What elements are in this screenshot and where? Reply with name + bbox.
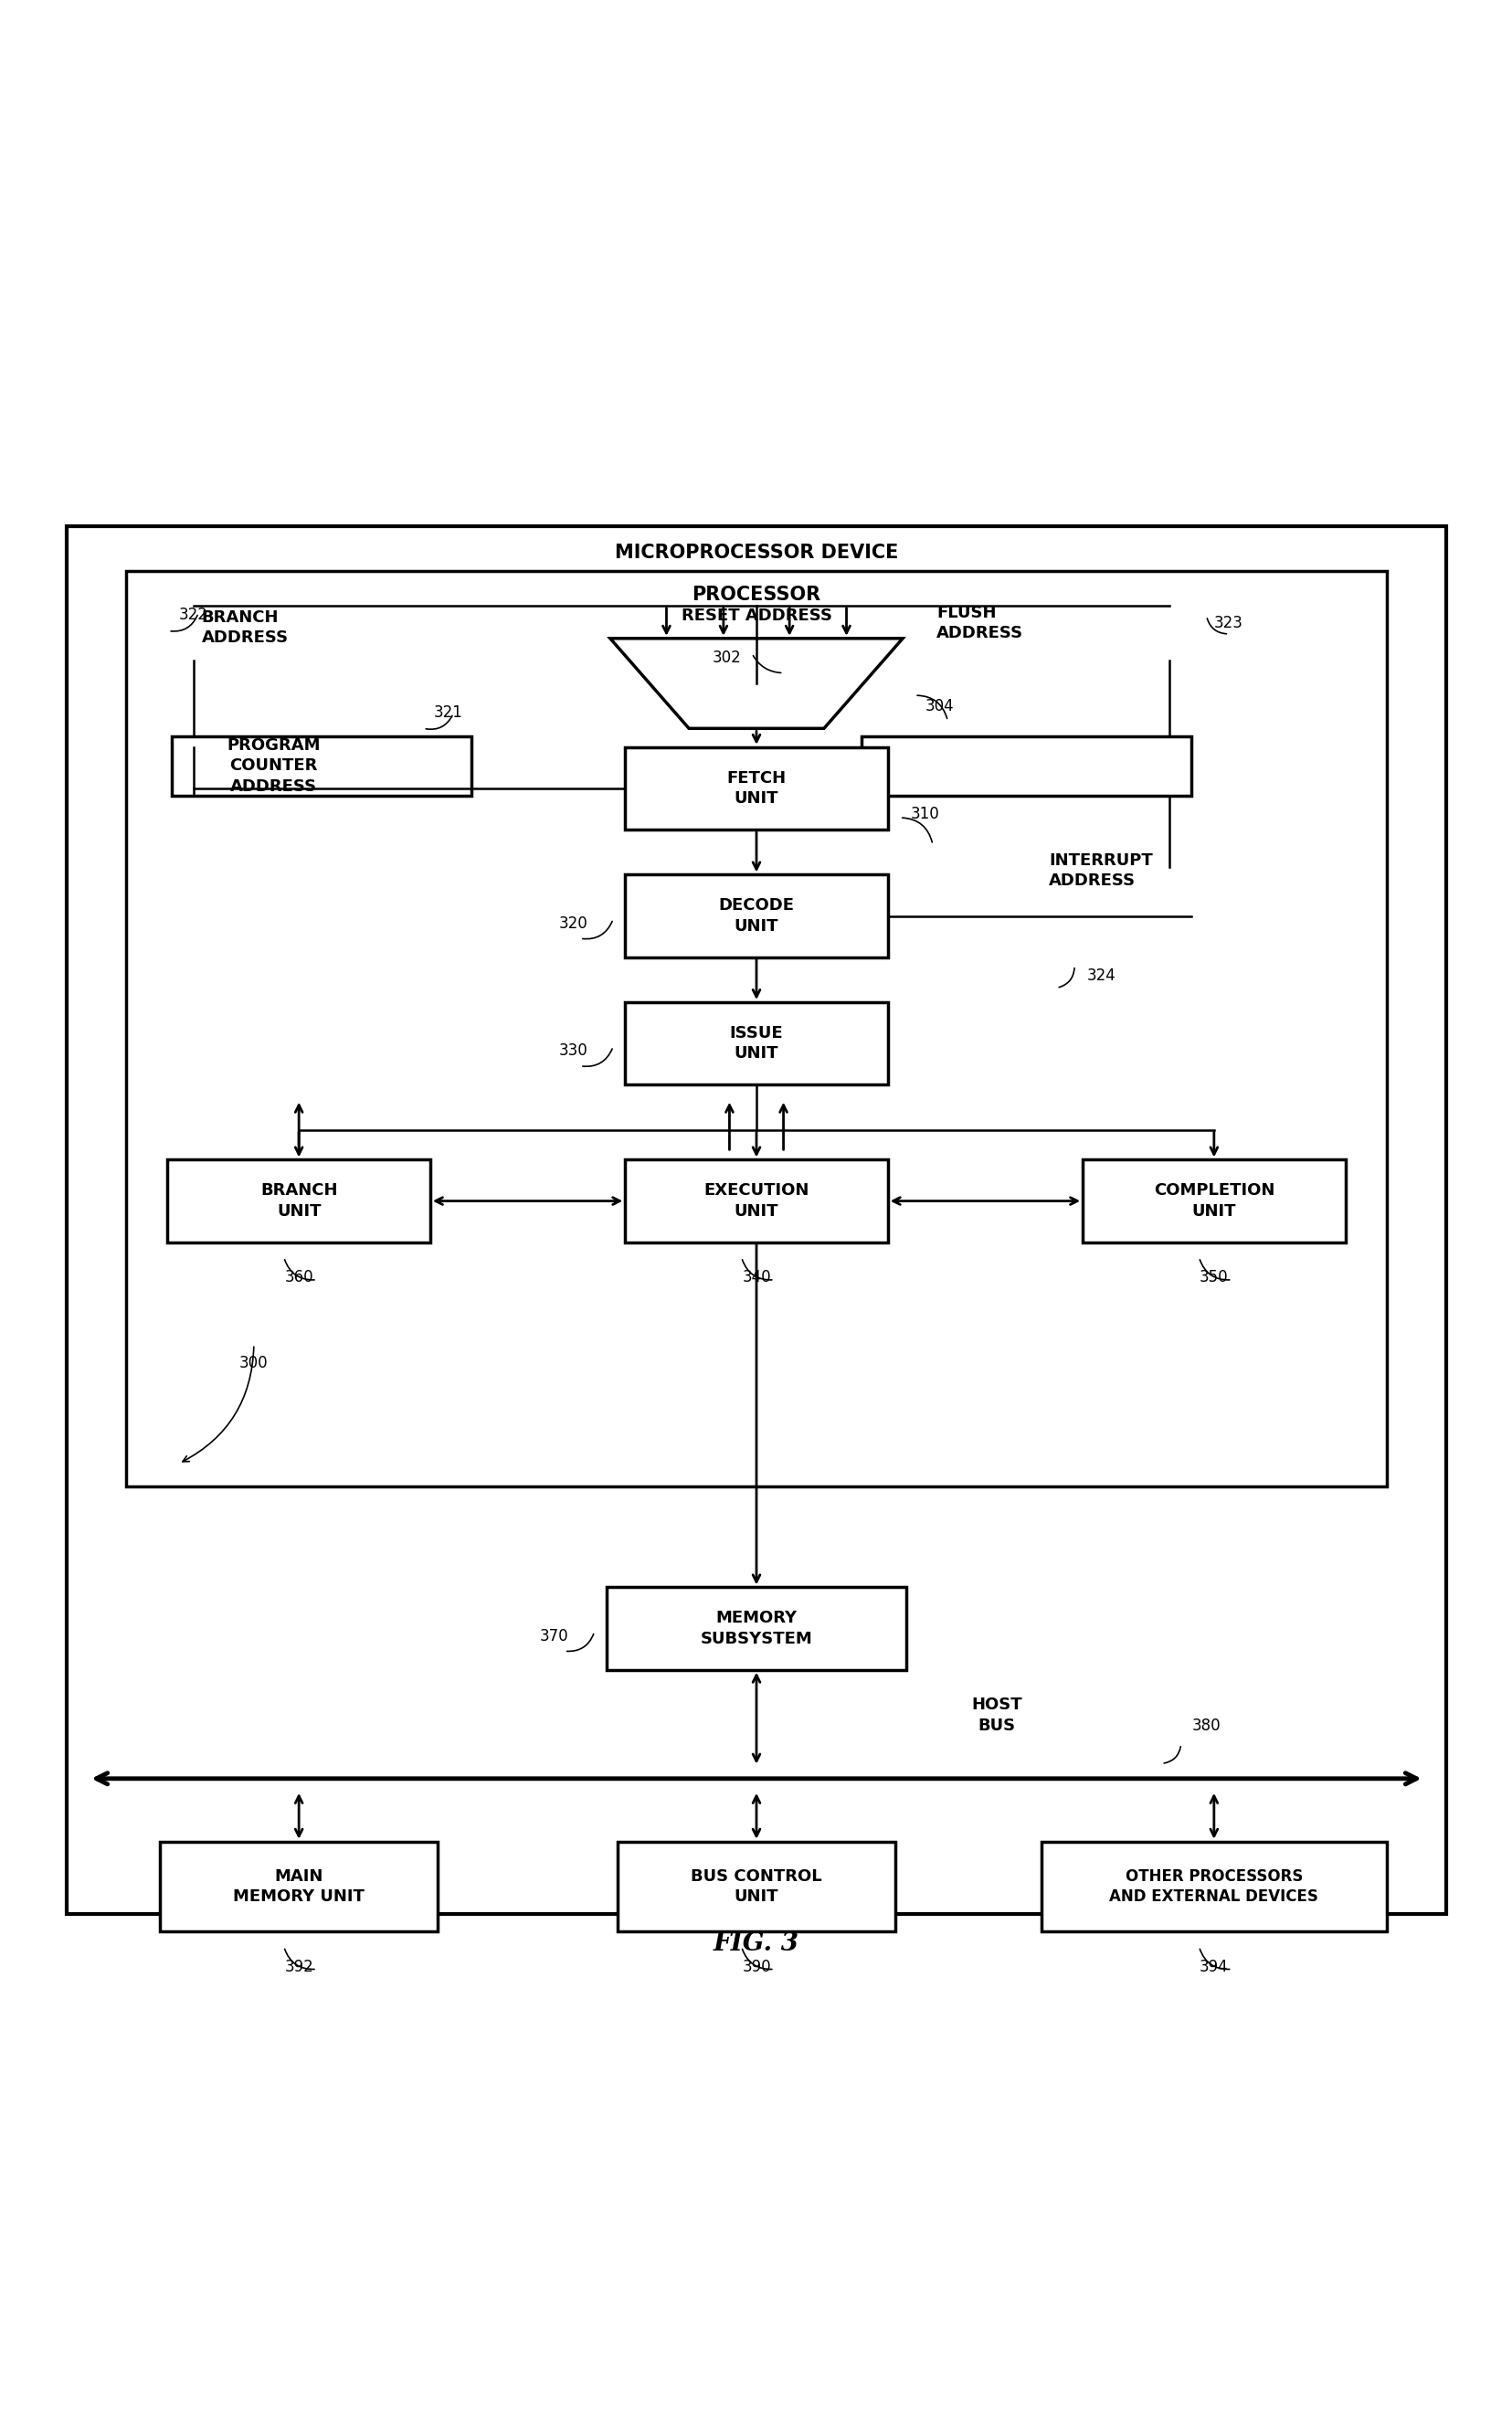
Text: 320: 320: [558, 914, 587, 931]
Text: MICROPROCESSOR DEVICE: MICROPROCESSOR DEVICE: [614, 545, 898, 562]
Text: 302: 302: [712, 649, 741, 666]
Text: 370: 370: [540, 1627, 569, 1644]
Text: FETCH
UNIT: FETCH UNIT: [726, 771, 786, 807]
Text: 394: 394: [1199, 1958, 1228, 1975]
Text: MEMORY
SUBSYSTEM: MEMORY SUBSYSTEM: [700, 1610, 812, 1646]
Polygon shape: [609, 640, 903, 730]
Text: BUS CONTROL
UNIT: BUS CONTROL UNIT: [691, 1868, 821, 1904]
FancyBboxPatch shape: [617, 1841, 895, 1931]
Text: 340: 340: [741, 1270, 771, 1287]
Text: ISSUE
UNIT: ISSUE UNIT: [729, 1026, 783, 1063]
FancyBboxPatch shape: [624, 1160, 888, 1243]
Text: 323: 323: [1213, 615, 1243, 632]
Text: 350: 350: [1199, 1270, 1228, 1287]
FancyBboxPatch shape: [606, 1588, 906, 1671]
FancyBboxPatch shape: [127, 572, 1385, 1486]
Text: 380: 380: [1191, 1717, 1220, 1734]
FancyBboxPatch shape: [67, 525, 1445, 1914]
FancyBboxPatch shape: [624, 747, 888, 829]
FancyBboxPatch shape: [860, 737, 1191, 795]
Text: PROCESSOR: PROCESSOR: [691, 586, 821, 603]
Text: MAIN
MEMORY UNIT: MAIN MEMORY UNIT: [233, 1868, 364, 1904]
Text: EXECUTION
UNIT: EXECUTION UNIT: [703, 1182, 809, 1218]
Text: 330: 330: [558, 1043, 587, 1060]
Text: INTERRUPT
ADDRESS: INTERRUPT ADDRESS: [1048, 854, 1152, 890]
FancyBboxPatch shape: [168, 1160, 429, 1243]
FancyBboxPatch shape: [624, 876, 888, 958]
Text: FLUSH
ADDRESS: FLUSH ADDRESS: [936, 606, 1022, 642]
Text: 304: 304: [925, 698, 954, 715]
FancyBboxPatch shape: [1040, 1841, 1385, 1931]
Text: DECODE
UNIT: DECODE UNIT: [718, 897, 794, 934]
FancyBboxPatch shape: [624, 1002, 888, 1085]
Text: COMPLETION
UNIT: COMPLETION UNIT: [1152, 1182, 1273, 1218]
Text: OTHER PROCESSORS
AND EXTERNAL DEVICES: OTHER PROCESSORS AND EXTERNAL DEVICES: [1108, 1868, 1318, 1904]
Text: 300: 300: [239, 1355, 268, 1372]
Text: 390: 390: [741, 1958, 771, 1975]
FancyBboxPatch shape: [1083, 1160, 1344, 1243]
Text: HOST
BUS: HOST BUS: [971, 1698, 1021, 1734]
FancyBboxPatch shape: [171, 737, 472, 795]
Text: BRANCH
ADDRESS: BRANCH ADDRESS: [201, 610, 289, 647]
Text: 321: 321: [434, 705, 463, 720]
Text: FIG. 3: FIG. 3: [714, 1931, 798, 1955]
Text: 392: 392: [284, 1958, 313, 1975]
Text: 322: 322: [178, 608, 207, 623]
Text: 310: 310: [910, 805, 939, 822]
Text: 324: 324: [1086, 968, 1114, 985]
Text: PROGRAM
COUNTER
ADDRESS: PROGRAM COUNTER ADDRESS: [227, 737, 321, 795]
Text: 360: 360: [284, 1270, 313, 1287]
FancyBboxPatch shape: [160, 1841, 437, 1931]
Text: RESET ADDRESS: RESET ADDRESS: [680, 608, 832, 625]
Text: BRANCH
UNIT: BRANCH UNIT: [260, 1182, 337, 1218]
